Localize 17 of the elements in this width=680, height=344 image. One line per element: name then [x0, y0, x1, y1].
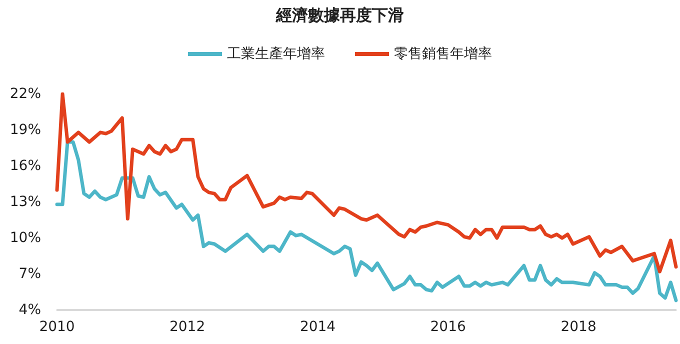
- x-tick-label: 2014: [300, 319, 336, 335]
- y-tick-label: 7%: [18, 266, 41, 282]
- y-tick-label: 13%: [10, 194, 41, 210]
- y-tick-label: 19%: [10, 122, 41, 138]
- x-tick-label: 2018: [560, 319, 596, 335]
- y-tick-label: 22%: [10, 86, 41, 102]
- x-tick-label: 2016: [430, 319, 466, 335]
- x-tick-label: 2010: [39, 319, 75, 335]
- line-series: [55, 140, 678, 302]
- y-tick-label: 16%: [10, 158, 41, 174]
- legend-label: 工業生產年增率: [227, 46, 325, 62]
- x-tick-label: 2012: [169, 319, 206, 335]
- legend-label: 零售銷售年增率: [394, 46, 492, 62]
- y-tick-label: 10%: [10, 230, 41, 246]
- chart-title: 經濟數據再度下滑: [275, 6, 404, 24]
- line-series: [55, 92, 678, 274]
- y-tick-label: 4%: [18, 302, 41, 318]
